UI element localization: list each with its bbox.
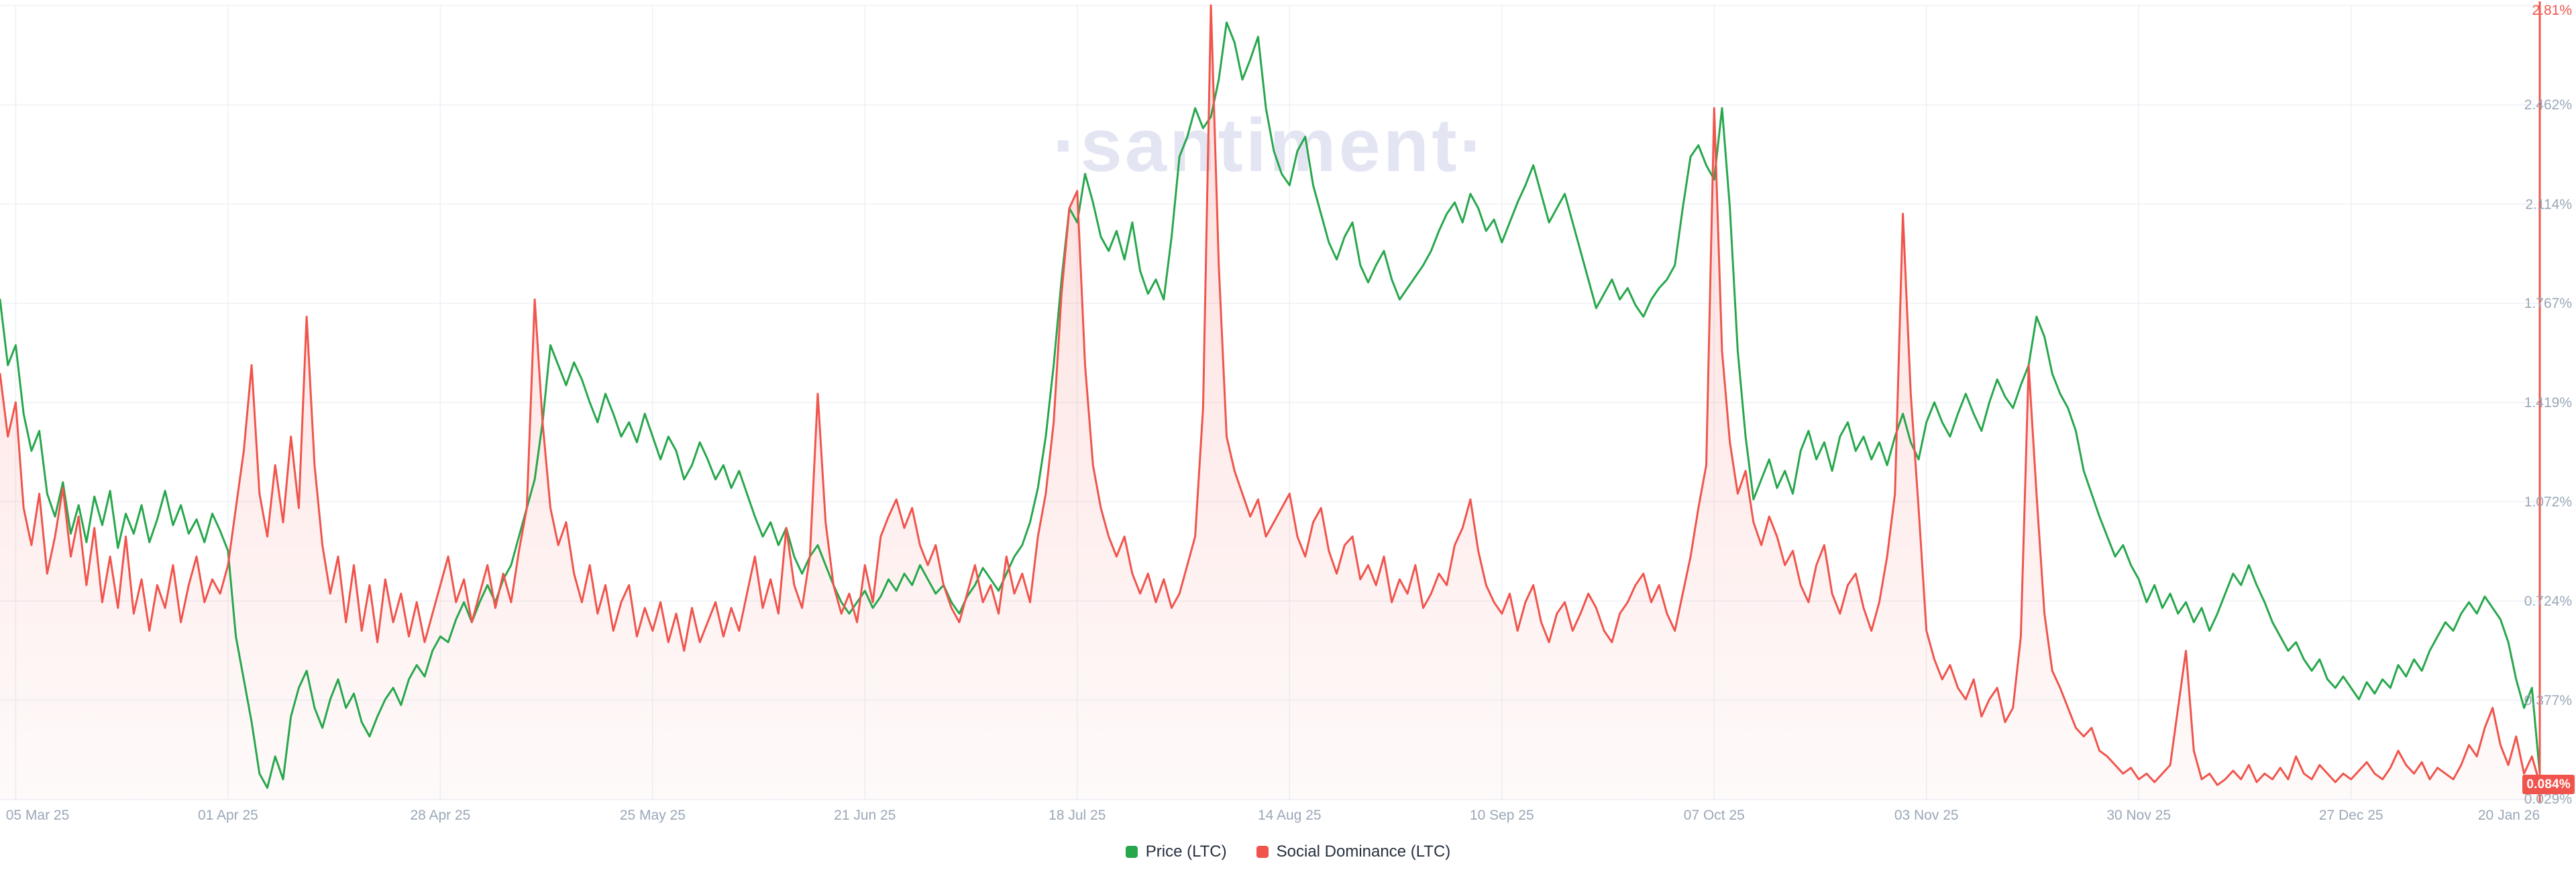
legend: Price (LTC) Social Dominance (LTC) (0, 842, 2576, 861)
y-axis-label: 0.377% (2524, 693, 2572, 708)
social-dominance-line (0, 4, 2541, 786)
y-axis-label: 1.072% (2524, 494, 2572, 510)
x-axis-label: 28 Apr 25 (410, 808, 470, 823)
y-axis-label: 1.767% (2524, 296, 2572, 311)
legend-item-price-label: Price (LTC) (1145, 842, 1227, 861)
legend-item-social-dominance[interactable]: Social Dominance (LTC) (1256, 842, 1451, 861)
x-axis-label: 10 Sep 25 (1470, 808, 1534, 823)
x-axis-label: 03 Nov 25 (1894, 808, 1959, 823)
y-axis-label: 0.724% (2524, 594, 2572, 609)
x-axis-label: 21 Jun 25 (834, 808, 896, 823)
current-value-badge: 0.084% (2522, 774, 2575, 794)
x-axis-label: 07 Oct 25 (1684, 808, 1745, 823)
x-axis-label: 01 Apr 25 (198, 808, 258, 823)
y-axis-label: 2.81% (2532, 3, 2572, 18)
legend-item-social-dominance-label: Social Dominance (LTC) (1276, 842, 1451, 861)
x-axis-label: 14 Aug 25 (1258, 808, 1322, 823)
x-axis-label: 05 Mar 25 (6, 808, 70, 823)
x-axis-label: 27 Dec 25 (2319, 808, 2383, 823)
y-axis-label: 0.029% (2524, 792, 2572, 807)
y-axis-label: 2.114% (2525, 197, 2572, 212)
social-dominance-area (0, 5, 2540, 800)
price-line (0, 21, 2541, 789)
x-axis-label: 20 Jan 26 (2478, 808, 2540, 823)
social-dominance-series-swatch (1256, 846, 1269, 858)
x-axis-label: 25 May 25 (620, 808, 686, 823)
y-axis-label: 1.419% (2524, 395, 2572, 411)
price-series-swatch (1125, 846, 1138, 858)
y-axis-label: 2.462% (2524, 97, 2572, 113)
x-axis-label: 18 Jul 25 (1049, 808, 1106, 823)
legend-item-price[interactable]: Price (LTC) (1125, 842, 1227, 861)
x-axis-label: 30 Nov 25 (2106, 808, 2171, 823)
